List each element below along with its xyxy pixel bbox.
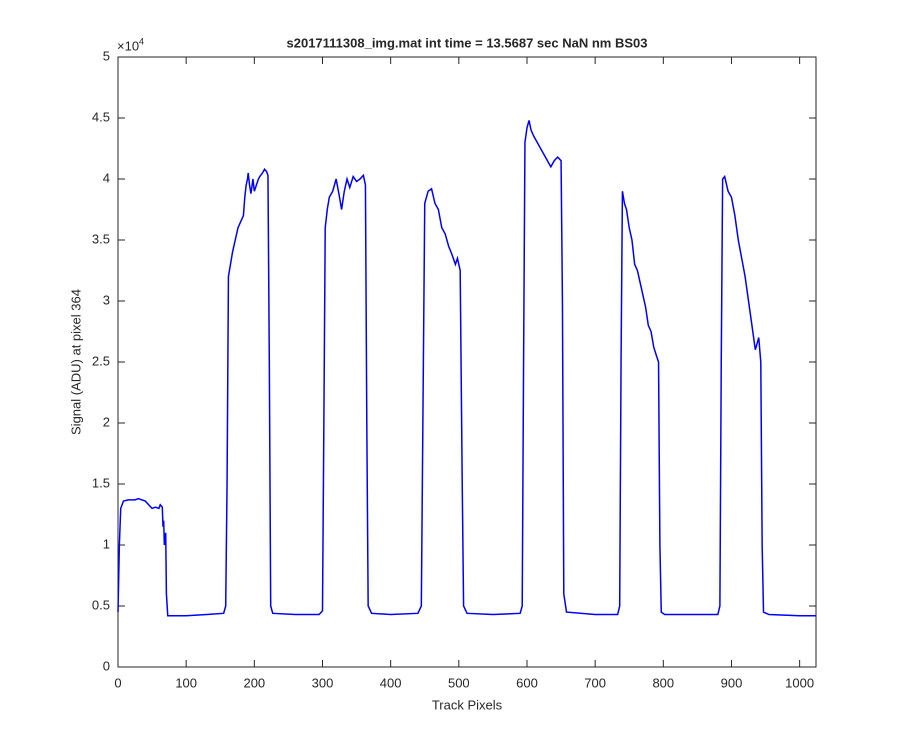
y-tick-label: 0: [103, 658, 110, 673]
y-tick-label: 4: [103, 170, 110, 185]
y-tick-label: 1: [103, 536, 110, 551]
y-tick-label: 3.5: [92, 231, 110, 246]
x-tick-label: 100: [175, 675, 197, 690]
y-multiplier-exponent: 4: [139, 36, 144, 46]
x-tick-label: 200: [243, 675, 265, 690]
x-tick-label: 700: [584, 675, 606, 690]
y-tick-label: 1.5: [92, 475, 110, 490]
plot-box: [117, 56, 817, 668]
x-tick-label: 800: [652, 675, 674, 690]
x-tick-label: 0: [114, 675, 121, 690]
x-tick-label: 1000: [785, 675, 814, 690]
y-tick-label: 2.5: [92, 353, 110, 368]
chart-title: s2017111308_img.mat int time = 13.5687 s…: [287, 35, 648, 50]
y-tick-label: 4.5: [92, 109, 110, 124]
x-tick-label: 400: [380, 675, 402, 690]
data-line: [117, 120, 816, 617]
y-tick-label: 0.5: [92, 597, 110, 612]
y-tick-label: 2: [103, 414, 110, 429]
y-axis-label: Signal (ADU) at pixel 364: [68, 289, 83, 435]
x-axis-label: Track Pixels: [432, 697, 503, 712]
x-tick-label: 600: [516, 675, 538, 690]
y-multiplier: ×10: [117, 38, 139, 53]
y-tick-label: 3: [103, 292, 110, 307]
y-tick-label: 5: [103, 48, 110, 63]
x-tick-label: 900: [721, 675, 743, 690]
x-tick-label: 300: [312, 675, 334, 690]
x-tick-label: 500: [448, 675, 470, 690]
